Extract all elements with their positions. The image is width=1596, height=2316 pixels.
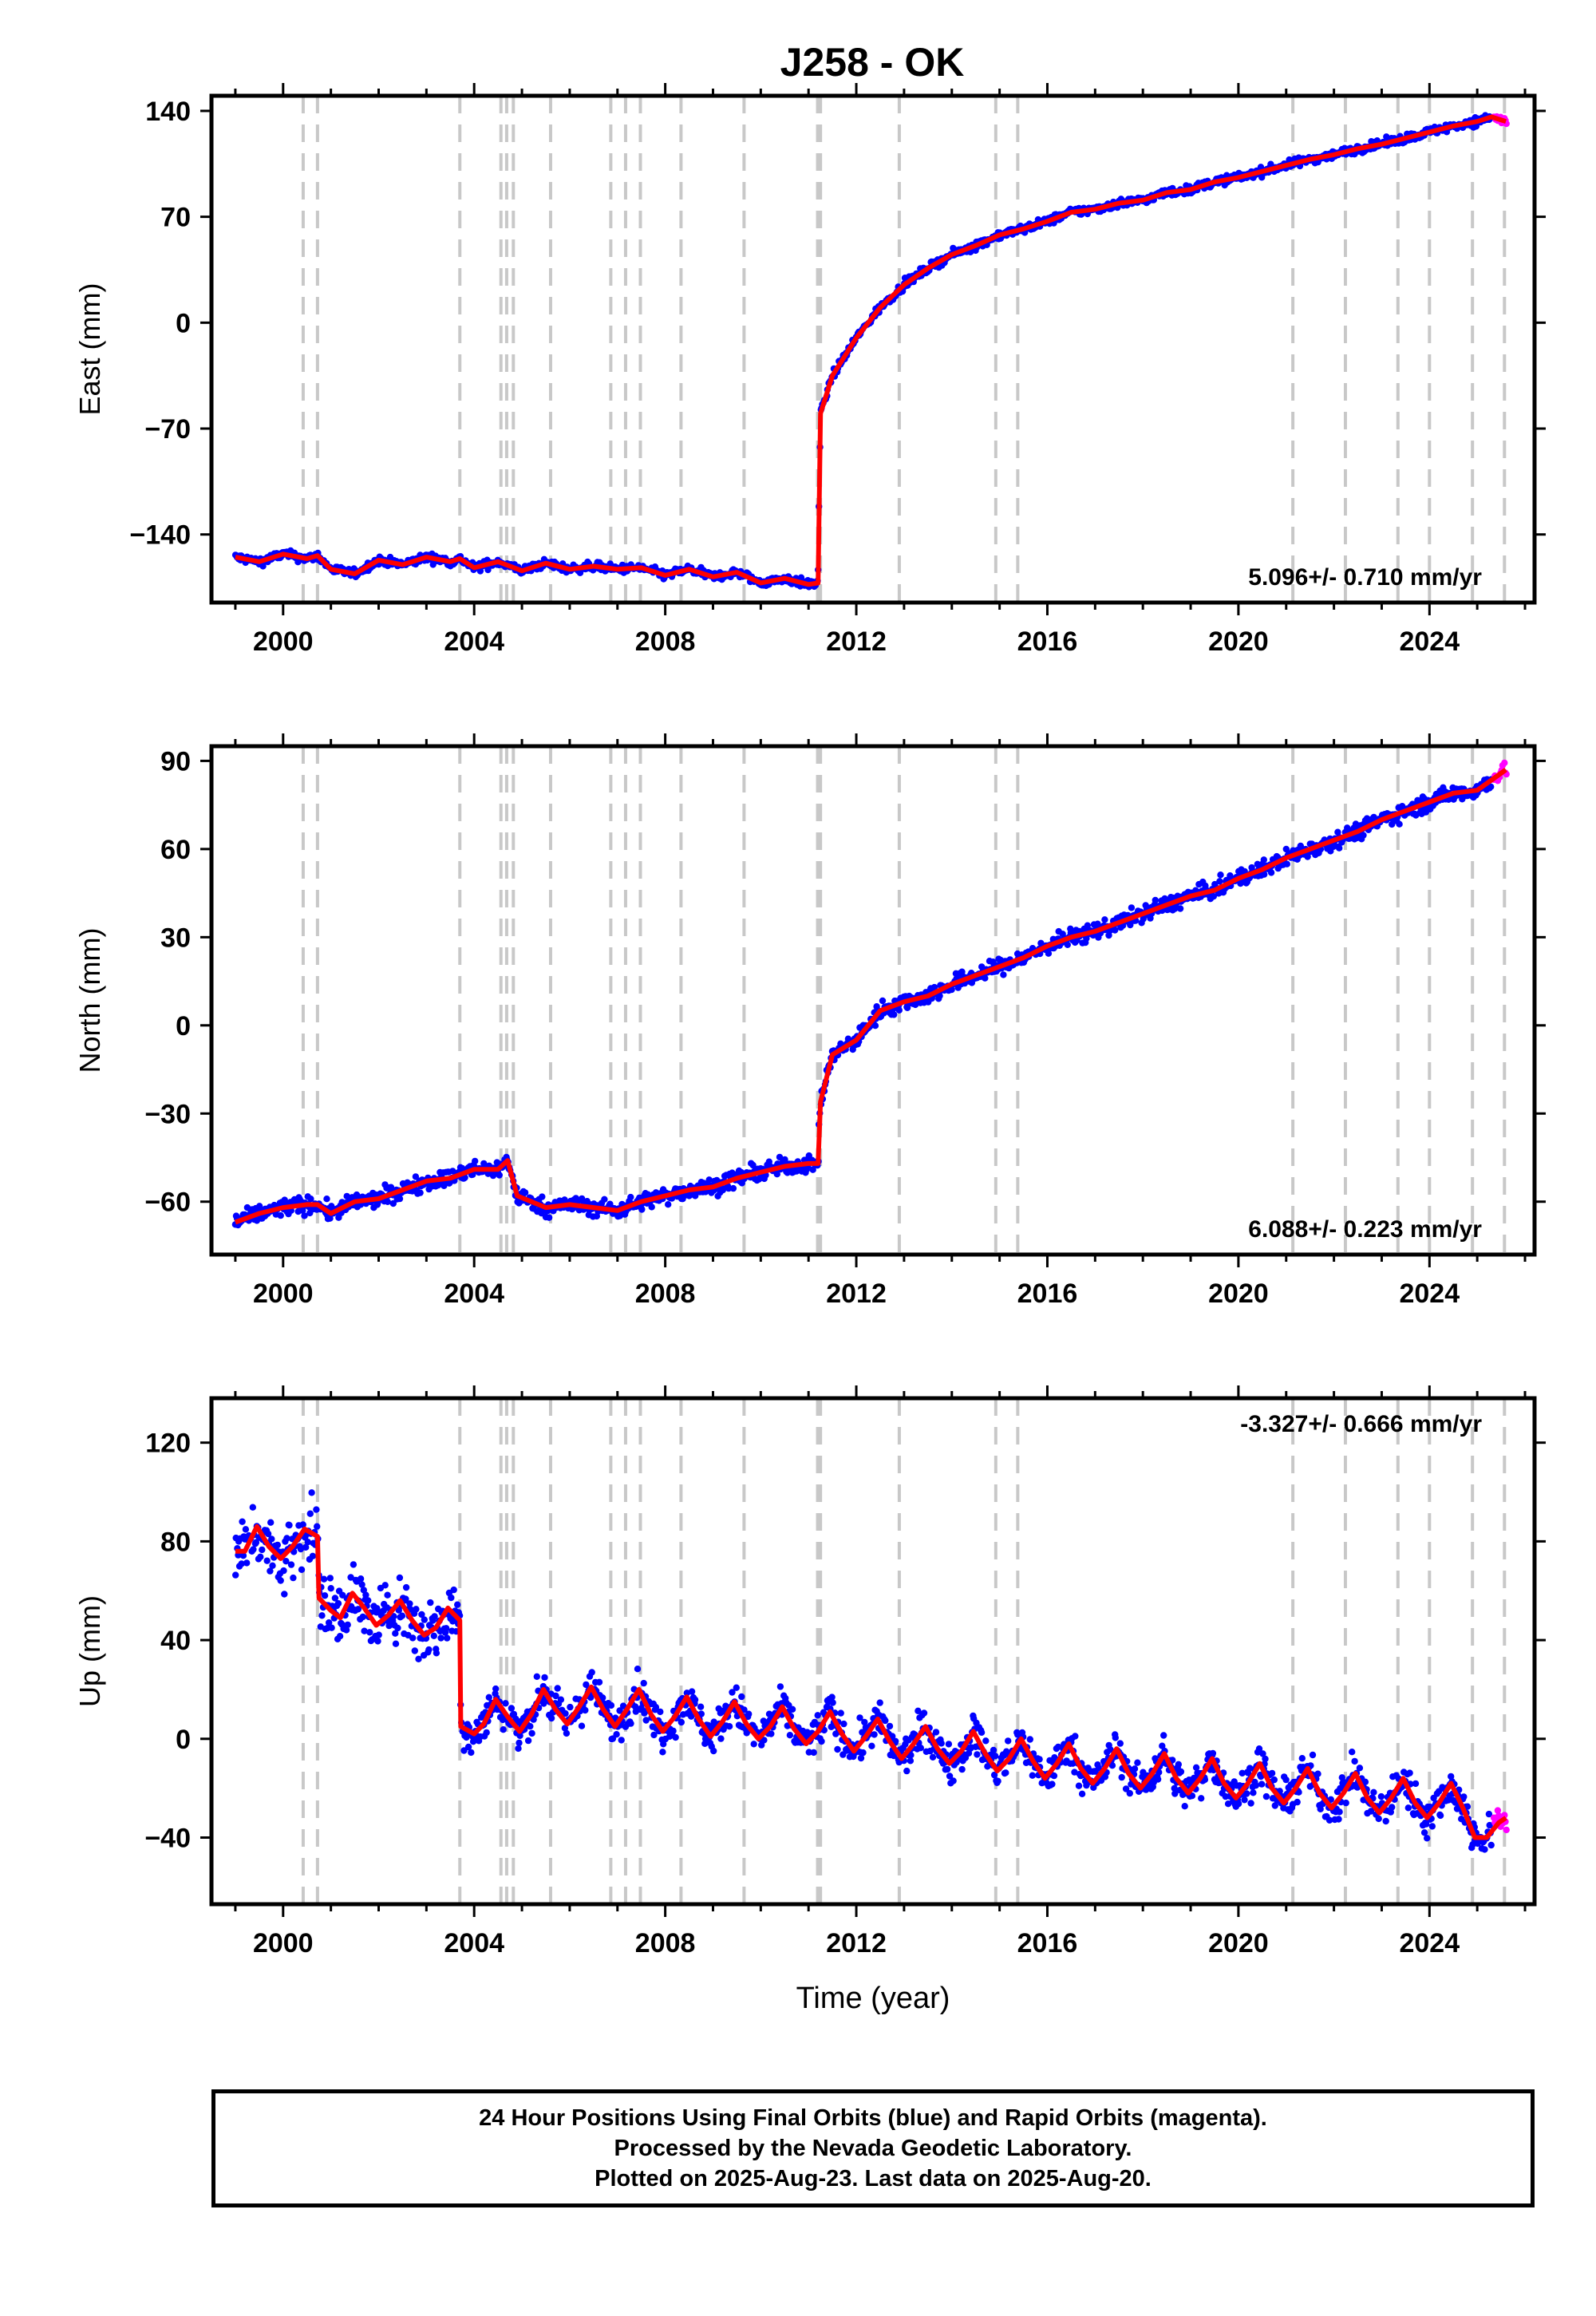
rate-annotation: 6.088+/- 0.223 mm/yr <box>1248 1216 1482 1243</box>
y-tick-label: 0 <box>176 1725 191 1755</box>
y-tick-label: 30 <box>160 923 191 953</box>
x-tick-label: 2008 <box>635 1279 696 1309</box>
y-tick-label: 0 <box>176 308 191 338</box>
final-orbit-points-up <box>232 1489 1495 1853</box>
x-tick-label: 2016 <box>1017 1279 1078 1309</box>
model-line-east <box>235 114 1507 587</box>
x-tick-label: 2024 <box>1399 1928 1460 1958</box>
plot-area-north <box>231 746 1510 1255</box>
y-tick-label: −40 <box>144 1823 191 1853</box>
x-tick-label: 2012 <box>826 1928 887 1958</box>
x-tick-label: 2020 <box>1208 1928 1269 1958</box>
x-tick-label: 2004 <box>444 626 504 657</box>
x-tick-label: 2008 <box>635 1928 696 1958</box>
final-orbit-points-north <box>231 776 1495 1229</box>
footer-box: 24 Hour Positions Using Final Orbits (bl… <box>211 2089 1535 2207</box>
final-orbit-points-east <box>231 112 1495 591</box>
y-tick-label: 140 <box>145 97 191 127</box>
y-tick-label: 90 <box>160 746 191 777</box>
panel-up: 120 80 40 0 −40 2000 2004 2008 2012 2016 2020 2024 U… <box>73 1385 1546 2015</box>
x-axis-label: Time (year) <box>796 1982 950 2015</box>
panel-north: 90 60 30 0 −30 −60 2000 2004 2008 2012 2016 2020 202… <box>73 733 1546 1309</box>
plot-area-east <box>231 96 1510 603</box>
y-tick-label: 80 <box>160 1527 191 1557</box>
x-tick-label: 2004 <box>444 1279 504 1309</box>
y-tick-label: 40 <box>160 1626 191 1656</box>
x-tick-label: 2016 <box>1017 1928 1078 1958</box>
plot-frame-east <box>209 93 1537 605</box>
y-tick-label: −30 <box>144 1099 191 1129</box>
x-tick-label: 2024 <box>1399 1279 1460 1309</box>
x-tick-label: 2024 <box>1399 626 1460 657</box>
rate-annotation: -3.327+/- 0.666 mm/yr <box>1240 1411 1482 1437</box>
x-tick-label: 2012 <box>826 626 887 657</box>
y-tick-label: 70 <box>160 203 191 233</box>
plot-frame-up <box>209 1396 1537 1907</box>
x-tick-label: 2008 <box>635 626 696 657</box>
footer-line-2: Processed by the Nevada Geodetic Laborat… <box>614 2136 1132 2161</box>
figure-title: J258 - OK <box>780 40 965 85</box>
y-tick-label: −70 <box>144 414 191 445</box>
x-tick-label: 2012 <box>826 1279 887 1309</box>
x-tick-label: 2000 <box>253 1279 314 1309</box>
footer-line-1: 24 Hour Positions Using Final Orbits (bl… <box>479 2105 1267 2131</box>
footer-line-3: Plotted on 2025-Aug-23. Last data on 202… <box>595 2166 1152 2192</box>
rate-annotation: 5.096+/- 0.710 mm/yr <box>1248 564 1482 591</box>
panel-east: 140 70 0 −70 −140 2000 2004 2008 2012 2016 2020 202… <box>73 83 1546 657</box>
model-line-up <box>235 1524 1507 1840</box>
plot-area-up <box>232 1398 1510 1904</box>
model-line-north <box>234 768 1507 1225</box>
y-tick-label: 60 <box>160 835 191 865</box>
x-tick-label: 2000 <box>253 1928 314 1958</box>
x-tick-label: 2004 <box>444 1928 504 1958</box>
y-axis-label: Up (mm) <box>73 1595 106 1707</box>
y-axis-label: East (mm) <box>73 283 106 416</box>
x-tick-label: 2020 <box>1208 1279 1269 1309</box>
y-tick-label: −60 <box>144 1188 191 1218</box>
y-tick-label: 120 <box>145 1429 191 1459</box>
y-tick-label: 0 <box>176 1011 191 1041</box>
y-tick-label: −140 <box>129 520 191 551</box>
x-tick-label: 2000 <box>253 626 314 657</box>
y-axis-label: North (mm) <box>73 928 106 1073</box>
plot-frame-north <box>209 744 1537 1257</box>
x-tick-label: 2020 <box>1208 626 1269 657</box>
x-tick-label: 2016 <box>1017 626 1078 657</box>
